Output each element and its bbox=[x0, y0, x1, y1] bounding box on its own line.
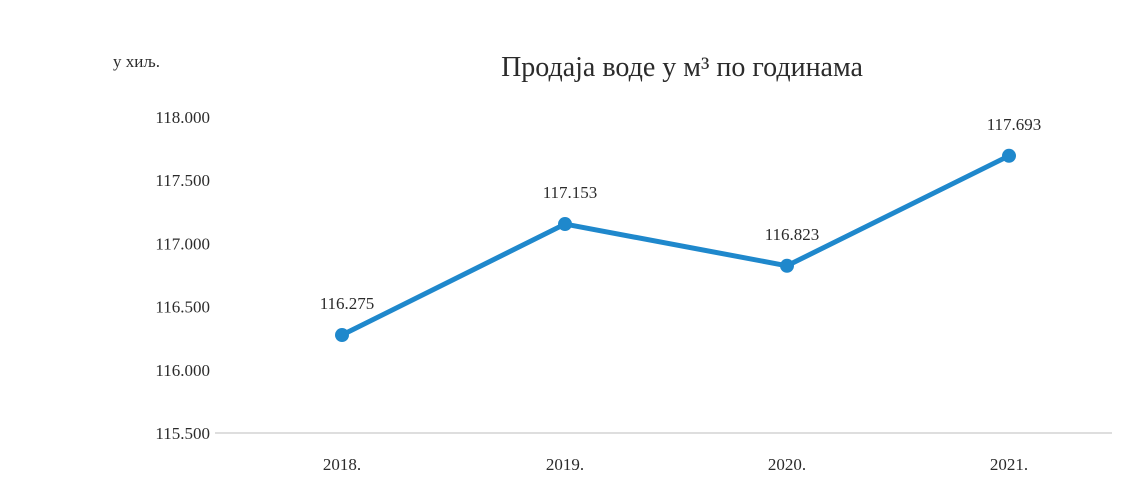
data-point bbox=[780, 258, 794, 273]
series-layer: 116.275 117.153 116.823 117.693 bbox=[320, 115, 1042, 343]
y-tick-label: 117.000 bbox=[155, 234, 210, 253]
data-label: 116.275 bbox=[320, 294, 375, 313]
data-point bbox=[1002, 148, 1016, 163]
data-point bbox=[335, 328, 349, 343]
x-tick-label: 2019. bbox=[546, 455, 584, 474]
data-label: 116.823 bbox=[765, 225, 820, 244]
y-tick-label: 115.500 bbox=[155, 424, 210, 443]
y-tick-label: 116.000 bbox=[155, 361, 210, 380]
data-point bbox=[558, 217, 572, 232]
x-tick-label: 2020. bbox=[768, 455, 806, 474]
y-tick-label: 117.500 bbox=[155, 171, 210, 190]
data-label: 117.693 bbox=[987, 115, 1042, 134]
data-label: 117.153 bbox=[543, 183, 598, 202]
y-tick-label: 116.500 bbox=[155, 298, 210, 317]
chart-title: Продаја воде у м³ по годинама bbox=[501, 52, 863, 83]
x-axis-ticks: 2018. 2019. 2020. 2021. bbox=[323, 455, 1028, 474]
x-tick-label: 2021. bbox=[990, 455, 1028, 474]
y-unit-label: у хиљ. bbox=[113, 52, 160, 71]
y-tick-label: 118.000 bbox=[155, 108, 210, 127]
series-line bbox=[339, 153, 1012, 338]
y-axis-ticks: 118.000 117.500 117.000 116.500 116.000 115.5… bbox=[155, 108, 210, 443]
x-tick-label: 2018. bbox=[323, 455, 361, 474]
